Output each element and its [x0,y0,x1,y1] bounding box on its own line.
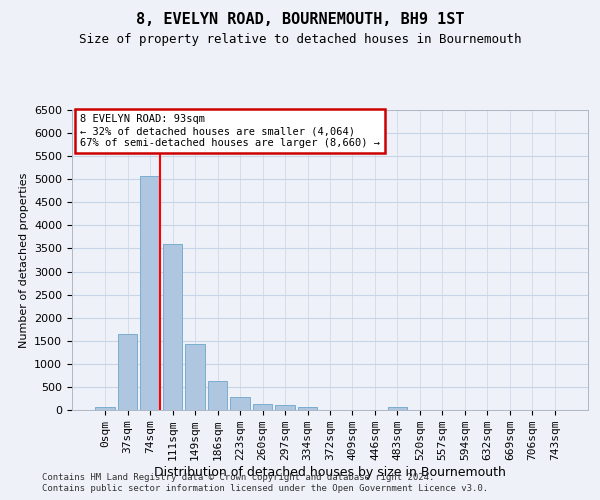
Bar [208,382,227,410]
Bar [275,405,295,410]
Bar [118,334,137,410]
Bar [388,406,407,410]
Bar [298,406,317,410]
Text: Size of property relative to detached houses in Bournemouth: Size of property relative to detached ho… [79,32,521,46]
Bar [140,176,160,410]
Y-axis label: Number of detached properties: Number of detached properties [19,172,29,348]
X-axis label: Distribution of detached houses by size in Bournemouth: Distribution of detached houses by size … [154,466,506,479]
Bar [253,404,272,410]
Text: Contains public sector information licensed under the Open Government Licence v3: Contains public sector information licen… [42,484,488,493]
Bar [163,244,182,410]
Text: 8 EVELYN ROAD: 93sqm
← 32% of detached houses are smaller (4,064)
67% of semi-de: 8 EVELYN ROAD: 93sqm ← 32% of detached h… [80,114,380,148]
Text: Contains HM Land Registry data © Crown copyright and database right 2024.: Contains HM Land Registry data © Crown c… [42,472,434,482]
Bar [230,396,250,410]
Bar [95,407,115,410]
Text: 8, EVELYN ROAD, BOURNEMOUTH, BH9 1ST: 8, EVELYN ROAD, BOURNEMOUTH, BH9 1ST [136,12,464,28]
Bar [185,344,205,410]
